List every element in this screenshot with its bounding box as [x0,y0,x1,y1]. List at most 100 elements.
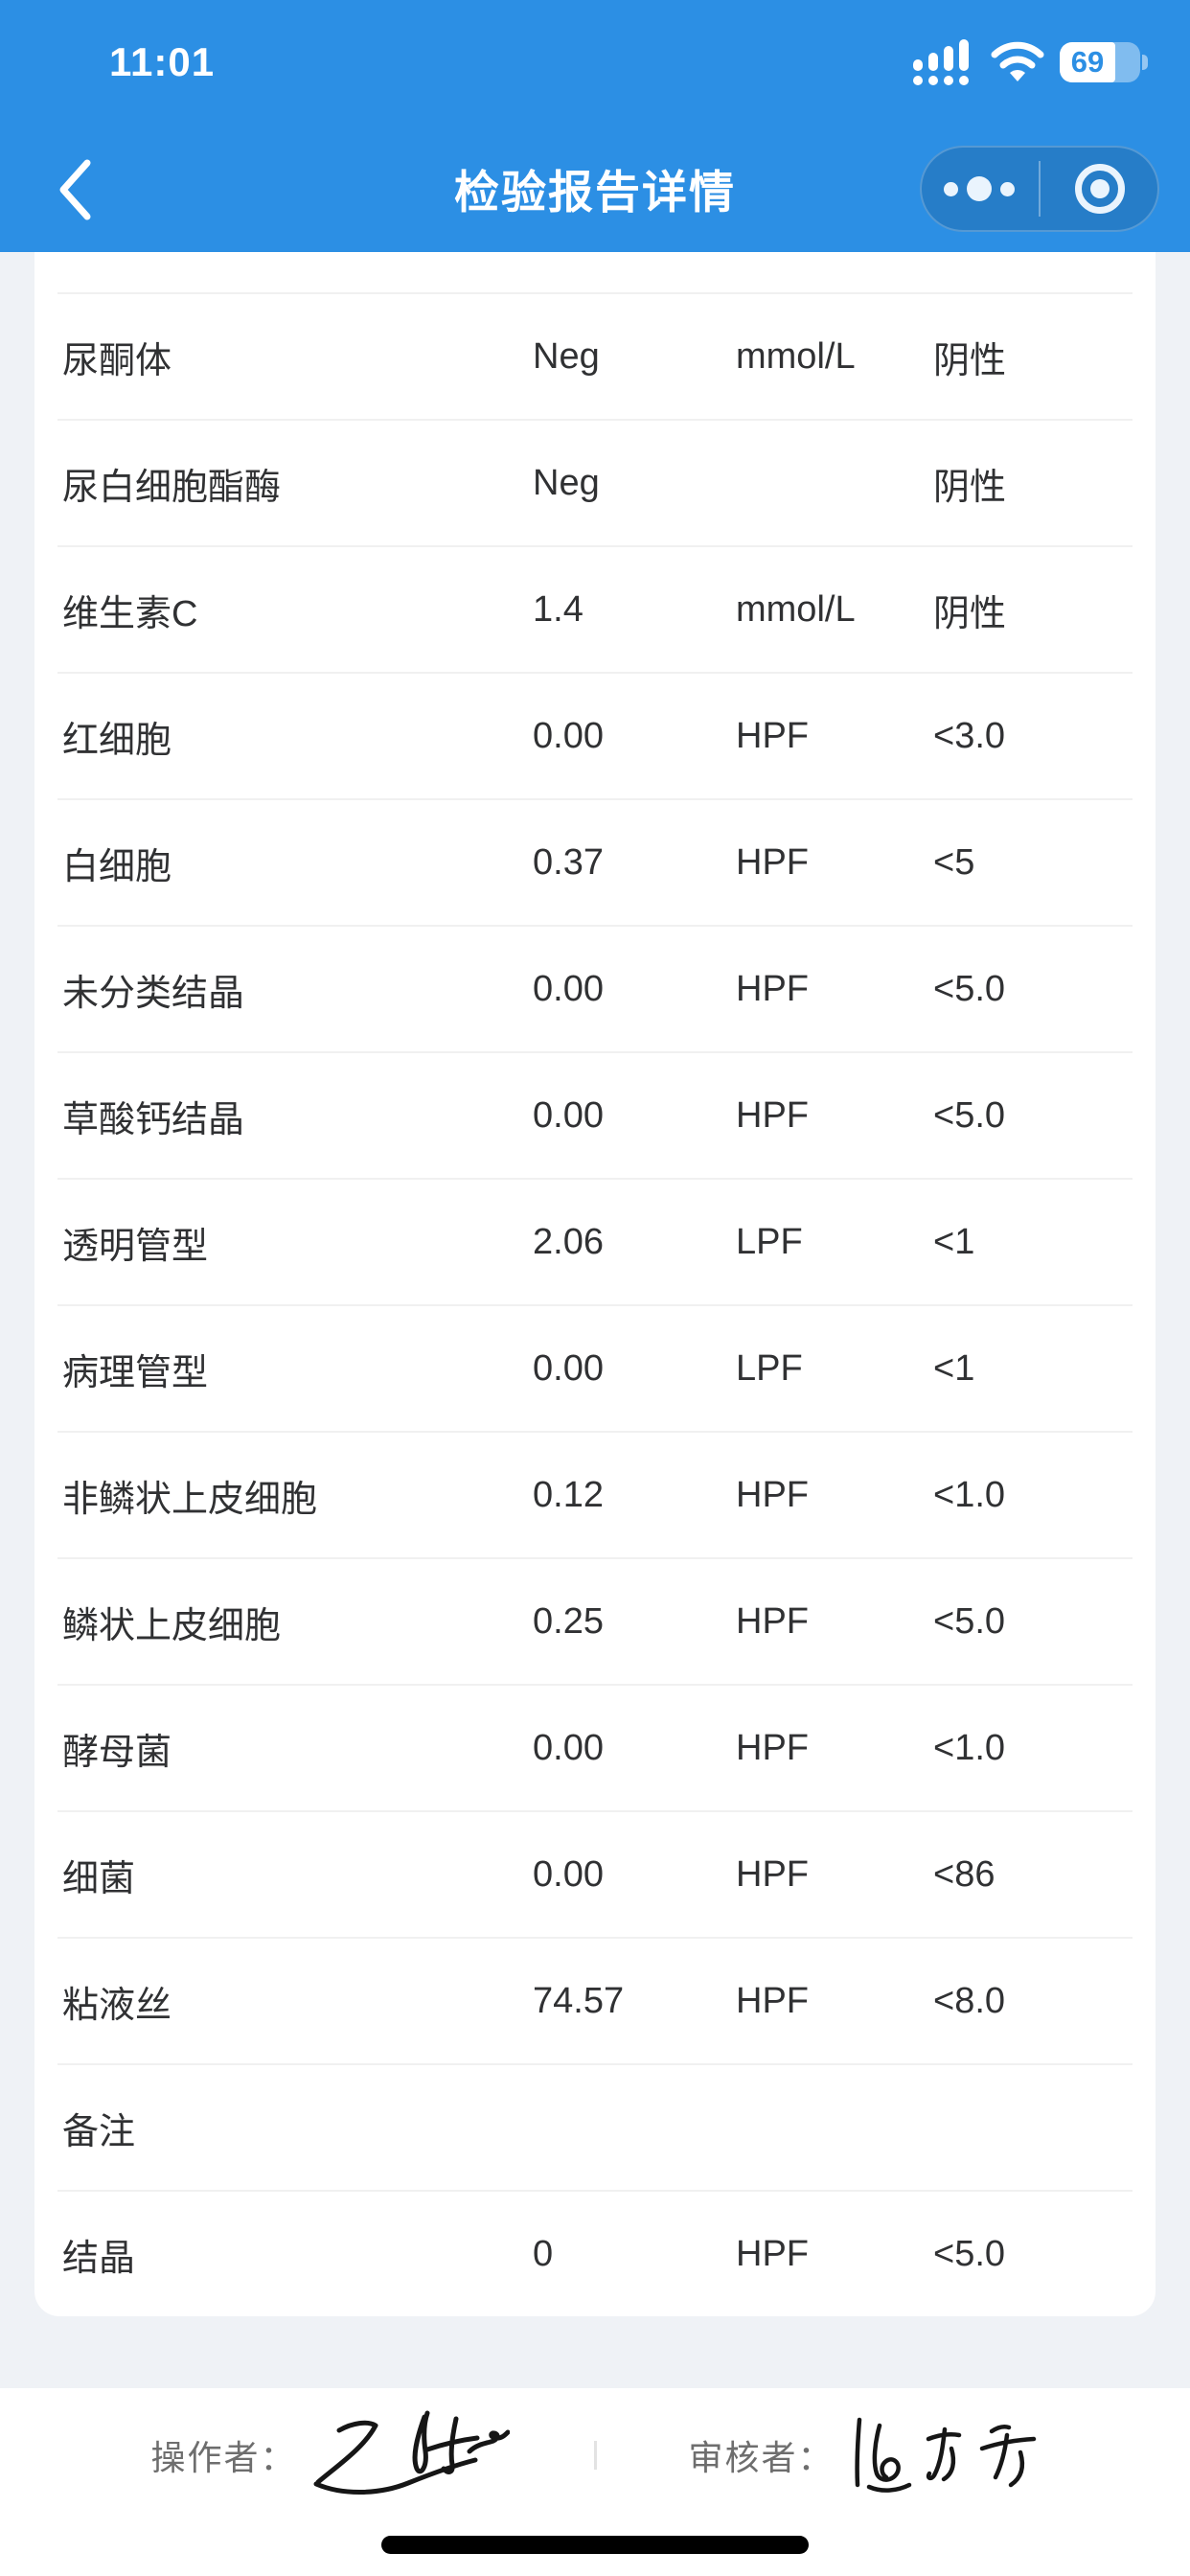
item-value: 0.00 [533,1347,604,1389]
reviewer-label: 审核者： [688,2438,835,2477]
more-dots-icon [944,176,1015,201]
table-row: 非鳞状上皮细胞 0.12 HPF <1.0 [57,1431,1133,1557]
operator-signature [313,2410,510,2495]
item-name: 尿酮体 [62,340,172,381]
item-value: 0.00 [533,968,604,1009]
table-row: 鳞状上皮细胞 0.25 HPF <5.0 [57,1557,1133,1684]
item-reference: <1 [933,1221,975,1262]
miniprogram-capsule [920,146,1159,232]
table-row: 白细胞 0.37 HPF <5 [57,798,1133,925]
header: 11:01 [0,0,1190,252]
table-row: 病理管型 0.00 LPF <1 [57,1304,1133,1431]
item-name: 维生素C [62,593,198,634]
item-value: Neg [533,335,600,377]
item-value: 0.00 [533,1853,604,1895]
table-row: 透明管型 2.06 LPF <1 [57,1178,1133,1304]
item-name: 备注 [62,2111,136,2152]
record-circle-icon [1075,164,1125,214]
item-reference: 阴性 [933,467,1007,508]
wifi-icon [991,41,1044,81]
background-gap [0,2316,1190,2388]
item-reference: 阴性 [933,340,1007,381]
item-unit: LPF [736,1347,803,1389]
item-name: 未分类结晶 [62,973,245,1014]
status-icons: 69 [912,0,1148,125]
item-reference: <8.0 [933,1980,1006,2021]
item-name: 非鳞状上皮细胞 [62,1479,318,1520]
item-reference: <5.0 [933,1094,1006,1136]
item-unit: HPF [736,1474,809,1515]
item-value: 0.12 [533,1474,604,1515]
item-unit: mmol/L [736,335,856,377]
chevron-left-icon [59,159,91,220]
table-row: 尿白细胞酯酶 Neg 阴性 [57,419,1133,545]
reviewer-signature [854,2417,1036,2493]
status-time: 11:01 [109,39,216,84]
table-row: 粘液丝 74.57 HPF <8.0 [57,1937,1133,2063]
table-row: 红细胞 0.00 HPF <3.0 [57,672,1133,798]
item-name: 粘液丝 [62,1985,172,2026]
cellular-signal-icon [913,39,969,85]
item-reference: <1 [933,1347,975,1389]
item-unit: HPF [736,715,809,756]
table-row: 尿酮体 Neg mmol/L 阴性 [57,292,1133,419]
item-reference: <5 [933,841,975,883]
table-row: 结晶 0 HPF <5.0 [57,2190,1133,2316]
item-name: 病理管型 [62,1352,209,1393]
item-value: 0.25 [533,1600,604,1642]
item-reference: <1.0 [933,1474,1006,1515]
back-button[interactable] [36,150,113,230]
table-row: 维生素C 1.4 mmol/L 阴性 [57,545,1133,672]
item-name: 白细胞 [62,846,172,887]
battery-fill [1060,42,1115,82]
table-row: 细菌 0.00 HPF <86 [57,1810,1133,1937]
item-value: 0.37 [533,841,604,883]
item-unit: LPF [736,1221,803,1262]
table-row: 草酸钙结晶 0.00 HPF <5.0 [57,1051,1133,1178]
item-reference: <86 [933,1853,995,1895]
item-unit: HPF [736,1853,809,1895]
item-reference: <5.0 [933,1600,1006,1642]
operator-group: 操作者： [150,2405,510,2505]
page-title: 检验报告详情 [454,167,736,218]
table-row: 备注 [57,2063,1133,2190]
item-name: 酵母菌 [62,1732,172,1773]
item-unit: HPF [736,1980,809,2021]
item-name: 结晶 [62,2238,136,2279]
item-name: 红细胞 [62,720,172,761]
item-value: 0 [533,2233,554,2274]
home-indicator[interactable] [381,2536,809,2554]
item-value: Neg [533,462,600,503]
table-row: 酵母菌 0.00 HPF <1.0 [57,1684,1133,1810]
item-name: 鳞状上皮细胞 [62,1605,282,1646]
item-name: 草酸钙结晶 [62,1099,245,1140]
item-name: 透明管型 [62,1226,209,1267]
item-name: 尿白细胞酯酶 [62,467,282,508]
table-row: 未分类结晶 0.00 HPF <5.0 [57,925,1133,1051]
item-unit: HPF [736,841,809,883]
item-reference: <5.0 [933,2233,1006,2274]
card-lead-space [34,252,1156,292]
item-unit: HPF [736,1600,809,1642]
reviewer-group: 审核者： [689,2410,1040,2500]
report-card: 尿酮体 Neg mmol/L 阴性 尿白细胞酯酶 Neg 阴性 维生素C 1.4… [34,252,1156,2316]
item-reference: <5.0 [933,968,1006,1009]
item-value: 2.06 [533,1221,604,1262]
item-value: 1.4 [533,588,584,630]
capsule-divider [1039,161,1041,217]
item-name: 细菌 [62,1858,136,1899]
battery-percent: 69 [1070,45,1105,79]
item-value: 74.57 [533,1980,625,2021]
item-reference: <1.0 [933,1727,1006,1768]
item-unit: HPF [736,968,809,1009]
operator-label: 操作者： [150,2438,297,2477]
item-value: 0.00 [533,1727,604,1768]
more-button[interactable] [920,146,1039,232]
item-unit: mmol/L [736,588,856,630]
nav-bar: 检验报告详情 [0,125,1190,252]
exit-button[interactable] [1041,146,1159,232]
status-bar: 11:01 [0,0,1190,125]
item-reference: <3.0 [933,715,1006,756]
item-unit: HPF [736,1727,809,1768]
